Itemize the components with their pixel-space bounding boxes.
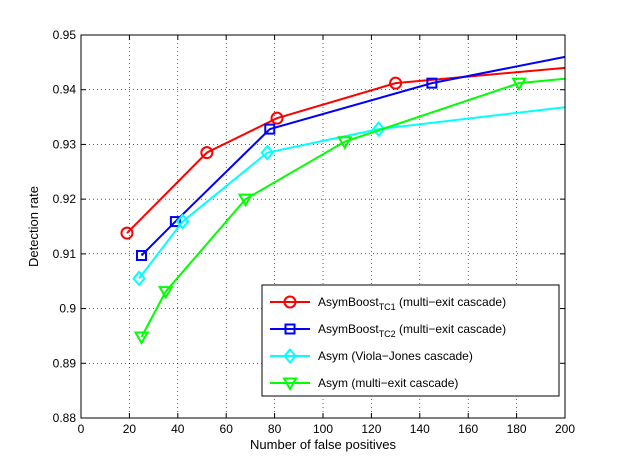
x-tick-label: 200: [555, 422, 575, 436]
y-tick-label: 0.88: [53, 411, 77, 425]
series-2: [136, 55, 566, 261]
series-line: [126, 66, 566, 234]
y-tick-label: 0.89: [53, 356, 77, 370]
data-point-marker: [337, 136, 353, 150]
x-tick-label: 20: [123, 422, 137, 436]
data-point-marker: [389, 76, 403, 90]
legend-label: AsymBoostTC1 (multi−exit cascade): [318, 295, 506, 312]
x-tick-label: 180: [507, 422, 527, 436]
legend-entry: Asym (Viola−Jones cascade): [270, 347, 473, 365]
legend-entry: AsymBoostTC1 (multi−exit cascade): [270, 295, 506, 312]
series-line: [140, 77, 566, 338]
series-3: [132, 106, 566, 287]
legend-entry: AsymBoostTC2 (multi−exit cascade): [270, 322, 506, 339]
x-tick-label: 120: [361, 422, 381, 436]
data-point-marker: [270, 111, 284, 125]
legend-label: AsymBoostTC2 (multi−exit cascade): [318, 322, 506, 339]
data-point-marker: [133, 331, 150, 346]
data-point-marker: [426, 77, 438, 89]
y-tick-label: 0.95: [53, 28, 77, 42]
data-point-marker: [175, 213, 190, 230]
y-axis-label: Detection rate: [26, 186, 41, 267]
x-tick-label: 40: [171, 422, 185, 436]
data-point-marker: [237, 193, 254, 208]
y-tick-label: 0.91: [53, 247, 77, 261]
x-tick-label: 0: [78, 422, 85, 436]
series-1: [120, 66, 566, 240]
y-tick-label: 0.9: [59, 302, 76, 316]
data-point-marker: [120, 226, 134, 240]
y-tick-label: 0.92: [53, 192, 77, 206]
legend-box: [261, 284, 560, 397]
data-point-marker: [132, 270, 146, 287]
data-point-marker: [136, 249, 147, 261]
data-point-marker: [511, 77, 527, 92]
data-point-marker: [260, 144, 275, 161]
legend-label: Asym (Viola−Jones cascade): [318, 349, 473, 363]
axis-ticks: 0 20 40 60 80 100 120 140 160 180 200 0.88 0.89 0.9 0.…: [53, 28, 576, 436]
data-point-marker: [157, 286, 174, 300]
x-tick-label: 160: [458, 422, 478, 436]
series-line: [140, 55, 566, 257]
data-point-marker: [200, 146, 214, 160]
legend-swatch-marker: [283, 347, 297, 365]
legend-swatch-marker: [282, 377, 298, 392]
data-point-marker: [264, 123, 276, 135]
x-tick-label: 140: [410, 422, 430, 436]
legend: AsymBoostTC1 (multi−exit cascade) AsymBoo…: [261, 284, 560, 397]
legend-entry: Asym (multi−exit cascade): [270, 376, 458, 392]
series-layer: [120, 55, 566, 346]
x-tick-label: 100: [313, 422, 333, 436]
data-point-marker: [169, 216, 181, 228]
x-tick-label: 60: [220, 422, 234, 436]
series-4: [133, 77, 566, 346]
legend-label: Asym (multi−exit cascade): [318, 376, 458, 390]
legend-swatch-marker: [284, 323, 296, 335]
y-tick-label: 0.94: [53, 83, 77, 97]
data-point-marker: [371, 121, 386, 138]
series-line: [138, 106, 566, 280]
legend-swatch-marker: [283, 295, 297, 309]
y-tick-label: 0.93: [53, 137, 77, 151]
x-tick-label: 80: [268, 422, 282, 436]
x-axis-label: Number of false positives: [250, 437, 396, 452]
